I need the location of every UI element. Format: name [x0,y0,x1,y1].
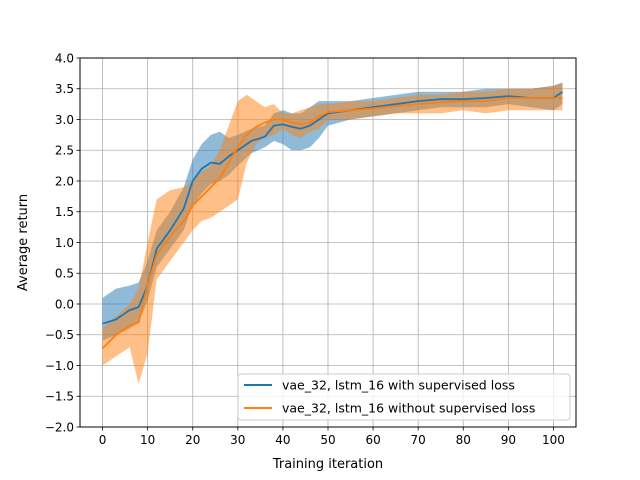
x-tick-label: 20 [185,433,200,447]
confidence-band-1 [102,82,563,384]
x-tick-label: 50 [320,433,335,447]
confidence-band-0 [102,82,563,341]
legend-label-without-supervised: vae_32, lstm_16 without supervised loss [282,401,535,416]
y-tick-label: −1.0 [45,359,74,373]
x-tick-label: 30 [230,433,245,447]
y-tick-label: 2.0 [55,174,74,188]
x-tick-label: 90 [501,433,516,447]
series-lines [101,91,564,349]
x-tick-label: 0 [99,433,107,447]
legend: vae_32, lstm_16 with supervised loss vae… [237,373,571,421]
series-line-0 [102,91,564,325]
y-axis-label: Average return [16,194,31,291]
x-tick-label: 80 [456,433,471,447]
x-tick-label: 10 [140,433,155,447]
x-tick-label: 100 [542,433,565,447]
y-tick-label: 1.5 [55,205,74,219]
y-tick-label: 3.5 [55,82,74,96]
legend-label-with-supervised: vae_32, lstm_16 with supervised loss [282,378,515,393]
y-tick-label: −1.5 [45,390,74,404]
y-tick-label: 0.0 [55,297,74,311]
y-tick-label: −0.5 [45,328,74,342]
x-tick-label: 40 [275,433,290,447]
axis-ticks: 0 10 20 30 40 50 60 70 80 90 100 −2.0 −1.5 −1.0 −0.5 0.… [45,51,565,447]
y-tick-label: 2.5 [55,144,74,158]
y-tick-label: −2.0 [45,420,74,434]
y-tick-label: 4.0 [55,51,74,65]
x-tick-label: 60 [365,433,380,447]
y-tick-label: 0.5 [55,267,74,281]
confidence-bands [102,82,563,384]
y-tick-label: 1.0 [55,236,74,250]
x-tick-label: 70 [411,433,426,447]
x-axis-label: Training iteration [272,457,383,472]
legend-box [237,373,571,421]
y-tick-label: 3.0 [55,113,74,127]
